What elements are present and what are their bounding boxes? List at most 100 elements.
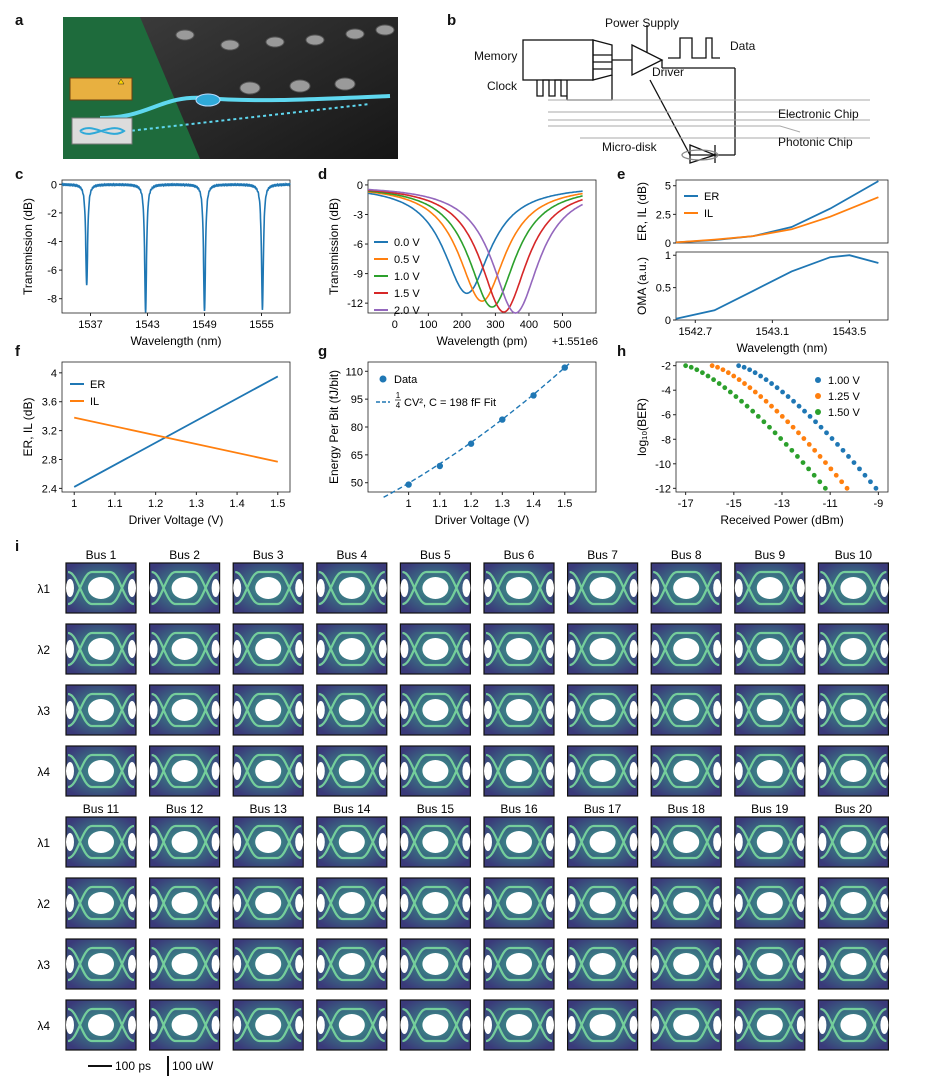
eye-trace	[569, 631, 636, 667]
eye-opening	[422, 953, 449, 975]
eye-diagram-2-3	[232, 745, 304, 797]
legend-marker-h-1	[815, 393, 821, 399]
eye-opening-left	[66, 762, 74, 780]
bus-label-5: Bus 6	[504, 548, 535, 562]
panel-letter-b: b	[447, 12, 457, 29]
x-axis-label-h: Received Power (dBm)	[720, 513, 843, 527]
eye-trace	[234, 1007, 302, 1043]
eye-opening	[506, 699, 532, 721]
bus-label-8: Bus 9	[754, 548, 785, 562]
data-point-h-2-7	[722, 385, 728, 391]
x-tick-label-e_bottom-1: 1543.1	[756, 326, 790, 338]
y-tick-label-c-4: -8	[47, 294, 57, 306]
eye-diagram-14-0	[399, 816, 471, 868]
legend-label-h-0: 1.00 V	[828, 375, 860, 387]
eye-diagram-9-2	[817, 684, 890, 736]
eye-opening-right	[128, 1016, 136, 1034]
eye-opening-right	[462, 1016, 471, 1034]
eye-trace	[151, 824, 218, 860]
eye-diagram-11-2	[149, 938, 221, 990]
eye-opening	[589, 638, 616, 660]
panel-letter-c: c	[15, 166, 24, 183]
eye-trace	[569, 1007, 636, 1043]
eye-opening-right	[713, 894, 722, 912]
x-tick-label-c-0: 1537	[78, 319, 102, 331]
x-axis-label-d: Wavelength (pm)	[437, 334, 528, 348]
eye-opening-right	[796, 762, 805, 780]
y-tick-label-f-0: 2.4	[42, 483, 57, 495]
data-point-h-1-2	[720, 367, 726, 373]
eye-opening	[422, 831, 449, 853]
eye-opening-right	[211, 955, 220, 973]
eye-opening-left	[149, 833, 158, 851]
eye-opening-right	[796, 579, 805, 597]
legend-label-e_top-1: IL	[704, 208, 713, 220]
eye-opening-left	[818, 762, 827, 780]
eye-diagram-4-2	[399, 684, 471, 736]
data-point-h-0-10	[791, 398, 796, 404]
eye-opening	[589, 699, 616, 721]
chart-e_top: 0 2.5 5 ER, IL (dB) ER IL	[635, 179, 889, 250]
eye-opening-right	[880, 701, 889, 719]
y-tick-label-d-0: 0	[357, 180, 363, 192]
eye-trace	[736, 570, 804, 606]
eye-opening	[422, 638, 449, 660]
eye-diagram-17-3	[650, 999, 722, 1051]
data-point-h-1-23	[833, 472, 839, 478]
data-point-h-1-21	[823, 460, 828, 465]
data-point-h-0-2	[747, 367, 753, 373]
data-point-h-2-0	[683, 363, 689, 369]
eye-diagram-1-1	[149, 623, 221, 675]
y-tick-label-f-1: 2.8	[42, 455, 57, 467]
eye-diagram-0-2	[65, 684, 137, 736]
eye-opening	[422, 577, 449, 599]
eye-diagram-6-1	[566, 623, 639, 675]
eye-diagram-4-3	[399, 745, 471, 797]
eye-opening-right	[546, 1016, 554, 1034]
eye-opening	[422, 892, 449, 914]
panel-letter-f: f	[15, 343, 20, 360]
eye-opening	[255, 953, 282, 975]
eye-opening-left	[400, 894, 409, 912]
eye-opening-left	[734, 894, 743, 912]
eye-opening-right	[378, 833, 387, 851]
y-axis-label-h: log₁₀(BER)	[635, 398, 649, 456]
eye-opening-right	[128, 762, 136, 780]
eye-trace	[402, 692, 469, 728]
axes-frame-e_top	[675, 179, 889, 244]
eye-opening-right	[378, 955, 387, 973]
data-point-h-2-20	[795, 454, 800, 459]
bus-label-1: Bus 2	[169, 548, 200, 562]
eye-opening-left	[233, 762, 242, 780]
eye-opening	[255, 1014, 282, 1036]
eye-trace	[402, 946, 469, 982]
eye-opening-right	[880, 579, 889, 597]
bus-label-19: Bus 20	[835, 802, 873, 816]
legend-label-h-1: 1.25 V	[828, 391, 860, 403]
eye-opening-right	[796, 833, 805, 851]
eye-trace	[736, 885, 804, 921]
eye-opening-left	[149, 640, 158, 658]
eye-trace	[652, 824, 720, 860]
photonic-chip-label: Photonic Chip	[778, 135, 853, 149]
data-point-h-1-22	[828, 466, 834, 472]
eye-opening-left	[734, 701, 743, 719]
eye-trace	[485, 753, 553, 789]
eye-trace	[234, 753, 302, 789]
eye-diagram-6-2	[566, 684, 639, 736]
eye-opening-right	[378, 762, 387, 780]
eye-trace	[67, 885, 135, 921]
data-point-h-0-12	[802, 408, 807, 414]
eye-opening-left	[316, 762, 325, 780]
axes-frame-d	[367, 179, 597, 314]
eye-opening-left	[400, 701, 409, 719]
eye-trace	[151, 946, 218, 982]
eye-opening	[756, 577, 783, 599]
series-line-e_top-1	[675, 196, 879, 244]
eye-opening-right	[880, 1016, 889, 1034]
eye-opening-left	[818, 894, 827, 912]
data-point-h-0-6	[769, 381, 774, 386]
data-point-h-0-21	[851, 460, 857, 465]
y-tick-label-e_top-2: 5	[665, 181, 671, 193]
fit-line-g	[383, 361, 572, 498]
